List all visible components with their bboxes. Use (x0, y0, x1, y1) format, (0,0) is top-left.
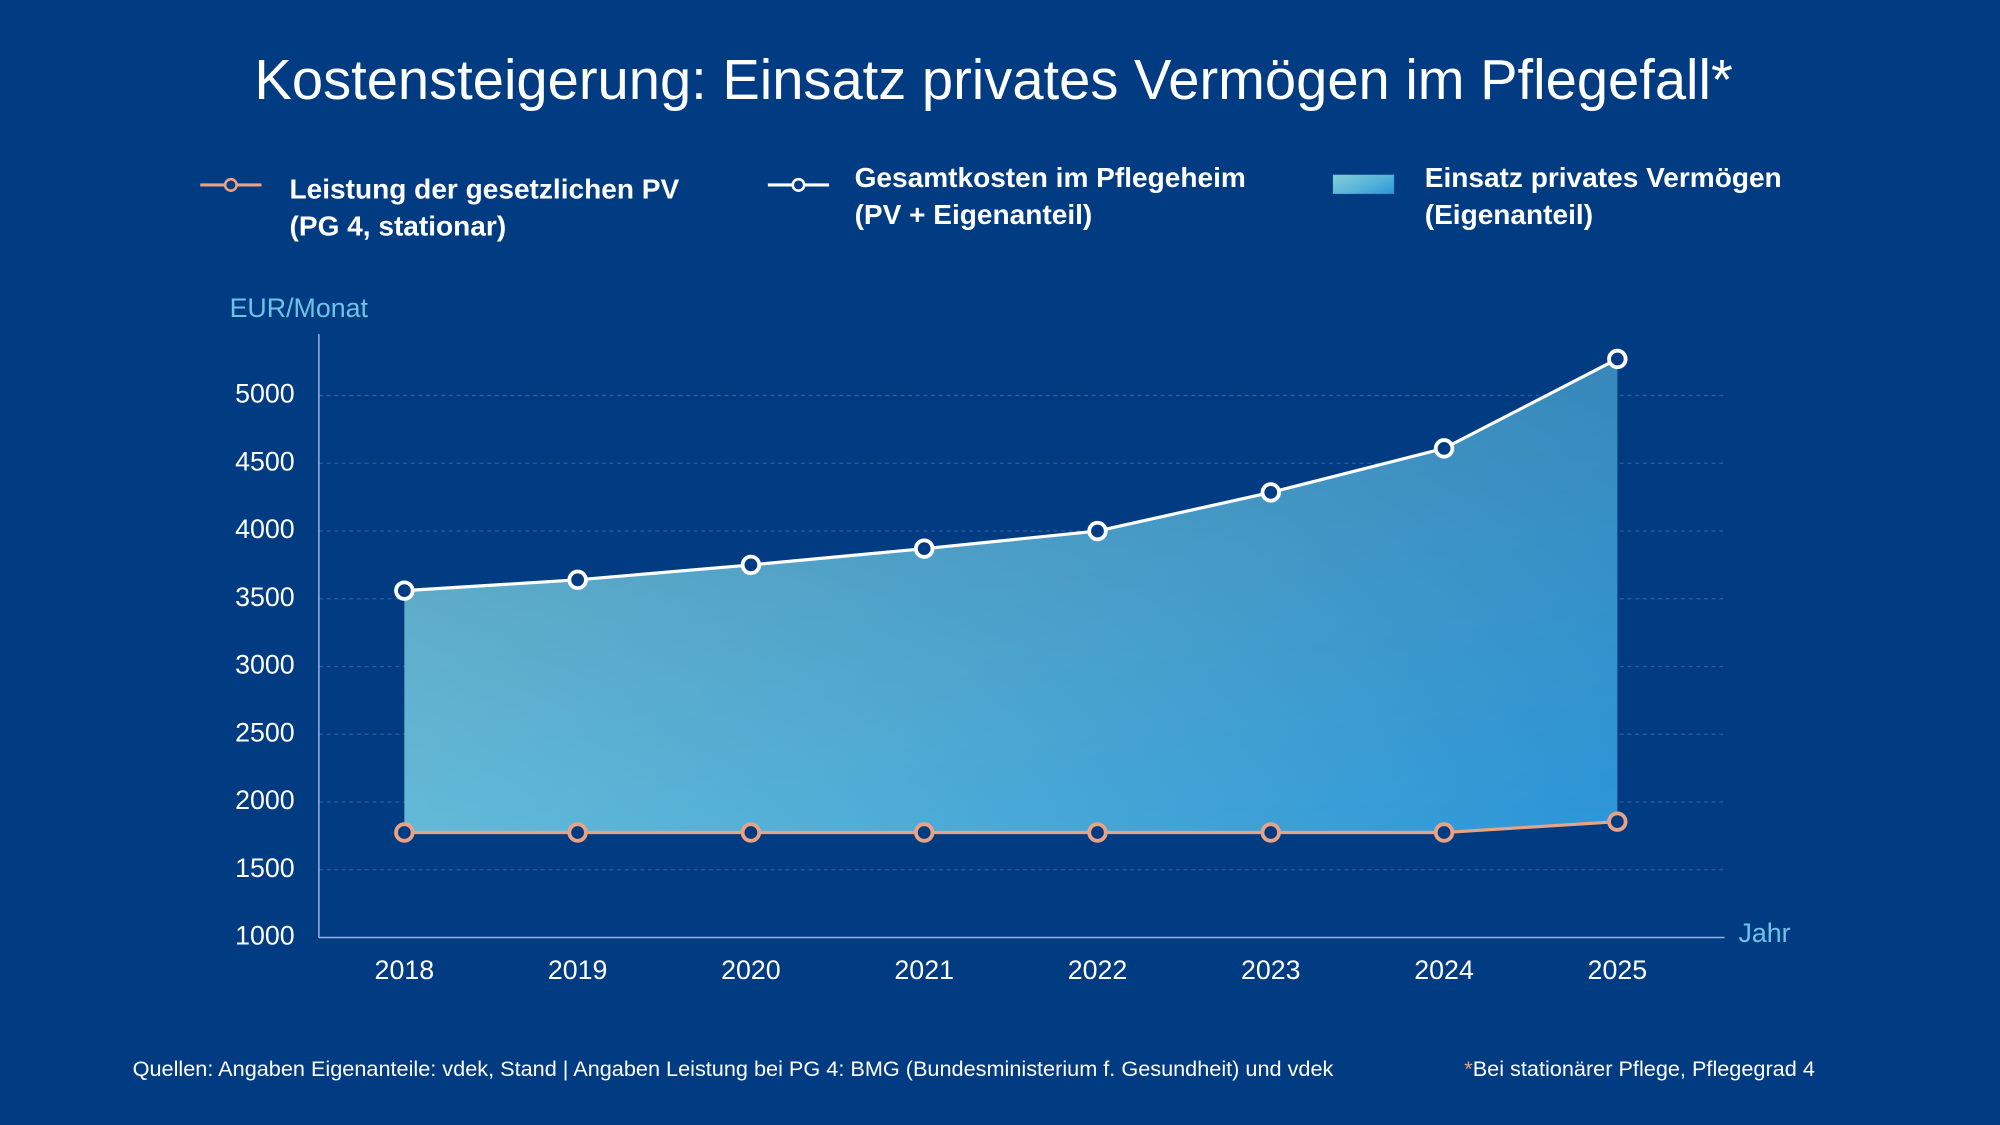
footnote: *Bei stationärer Pflege, Pflegegrad 4 (1464, 1056, 1815, 1081)
legend-marker (791, 177, 806, 192)
point (913, 538, 935, 559)
source: Quellen: Angaben Eigenanteile: vdek, Sta… (133, 1056, 1334, 1081)
point (394, 580, 415, 601)
area-shade (404, 358, 1618, 833)
point (1260, 822, 1281, 843)
y-tick-label: 4000 (235, 514, 295, 544)
legend-marker (223, 177, 238, 192)
y-tick-label: 3500 (235, 582, 295, 612)
point (1607, 348, 1628, 370)
x-tick-label: 2025 (1588, 955, 1648, 985)
y-tick-label: 3000 (235, 650, 295, 680)
point (394, 822, 415, 843)
point (1433, 438, 1455, 459)
x-tick-label: 2021 (894, 955, 954, 985)
legend: Leistung der gesetzlichen PV (PG 4, stat… (200, 162, 1782, 242)
point (567, 822, 588, 843)
x-axis-label: Jahr (1739, 918, 1791, 948)
x-tick-label: 2020 (721, 955, 781, 985)
legend-label: (Eigenanteil) (1425, 199, 1593, 230)
y-axis-label: EUR/Monat (230, 293, 369, 323)
point (1260, 482, 1281, 503)
x-tick-label: 2019 (548, 955, 608, 985)
plot: 1000 1500 2000 2500 3000 3500 4000 4500 5000 2018… (235, 334, 1725, 985)
point (740, 554, 762, 576)
point (740, 822, 762, 843)
x-tick-label: 2022 (1068, 955, 1128, 985)
legend-label: Einsatz privates Vermögen (1425, 162, 1782, 193)
x-tick-label: 2024 (1414, 955, 1474, 985)
chart-title: Kostensteigerung: Einsatz privates Vermö… (254, 48, 1732, 111)
series-line (404, 357, 1619, 593)
point (1087, 520, 1108, 542)
point (1087, 822, 1108, 843)
footnote-text: Bei stationärer Pflege, Pflegegrad 4 (1473, 1056, 1815, 1081)
legend-label: (PV + Eigenanteil) (855, 199, 1093, 230)
legend-label: Gesamtkosten im Pflegeheim (855, 162, 1246, 193)
x-tick-label: 2018 (375, 955, 435, 985)
y-tick-label: 1500 (235, 853, 295, 883)
point (1433, 822, 1455, 843)
series-line (404, 820, 1618, 835)
point (1607, 811, 1628, 832)
y-tick-label: 2000 (235, 785, 295, 815)
legend-label: (PG 4, stationar) (290, 211, 507, 242)
legend-swatch (1332, 174, 1395, 194)
y-tick-label: 2500 (235, 717, 295, 747)
point (567, 569, 588, 591)
y-tick-label: 4500 (235, 446, 295, 476)
footnote-mark: * (1464, 1056, 1473, 1081)
y-tick-label: 1000 (235, 921, 295, 951)
legend-label: Leistung der gesetzlichen PV (290, 174, 680, 205)
y-tick-label: 5000 (235, 379, 295, 409)
point (913, 822, 935, 843)
x-tick-label: 2023 (1241, 955, 1301, 985)
